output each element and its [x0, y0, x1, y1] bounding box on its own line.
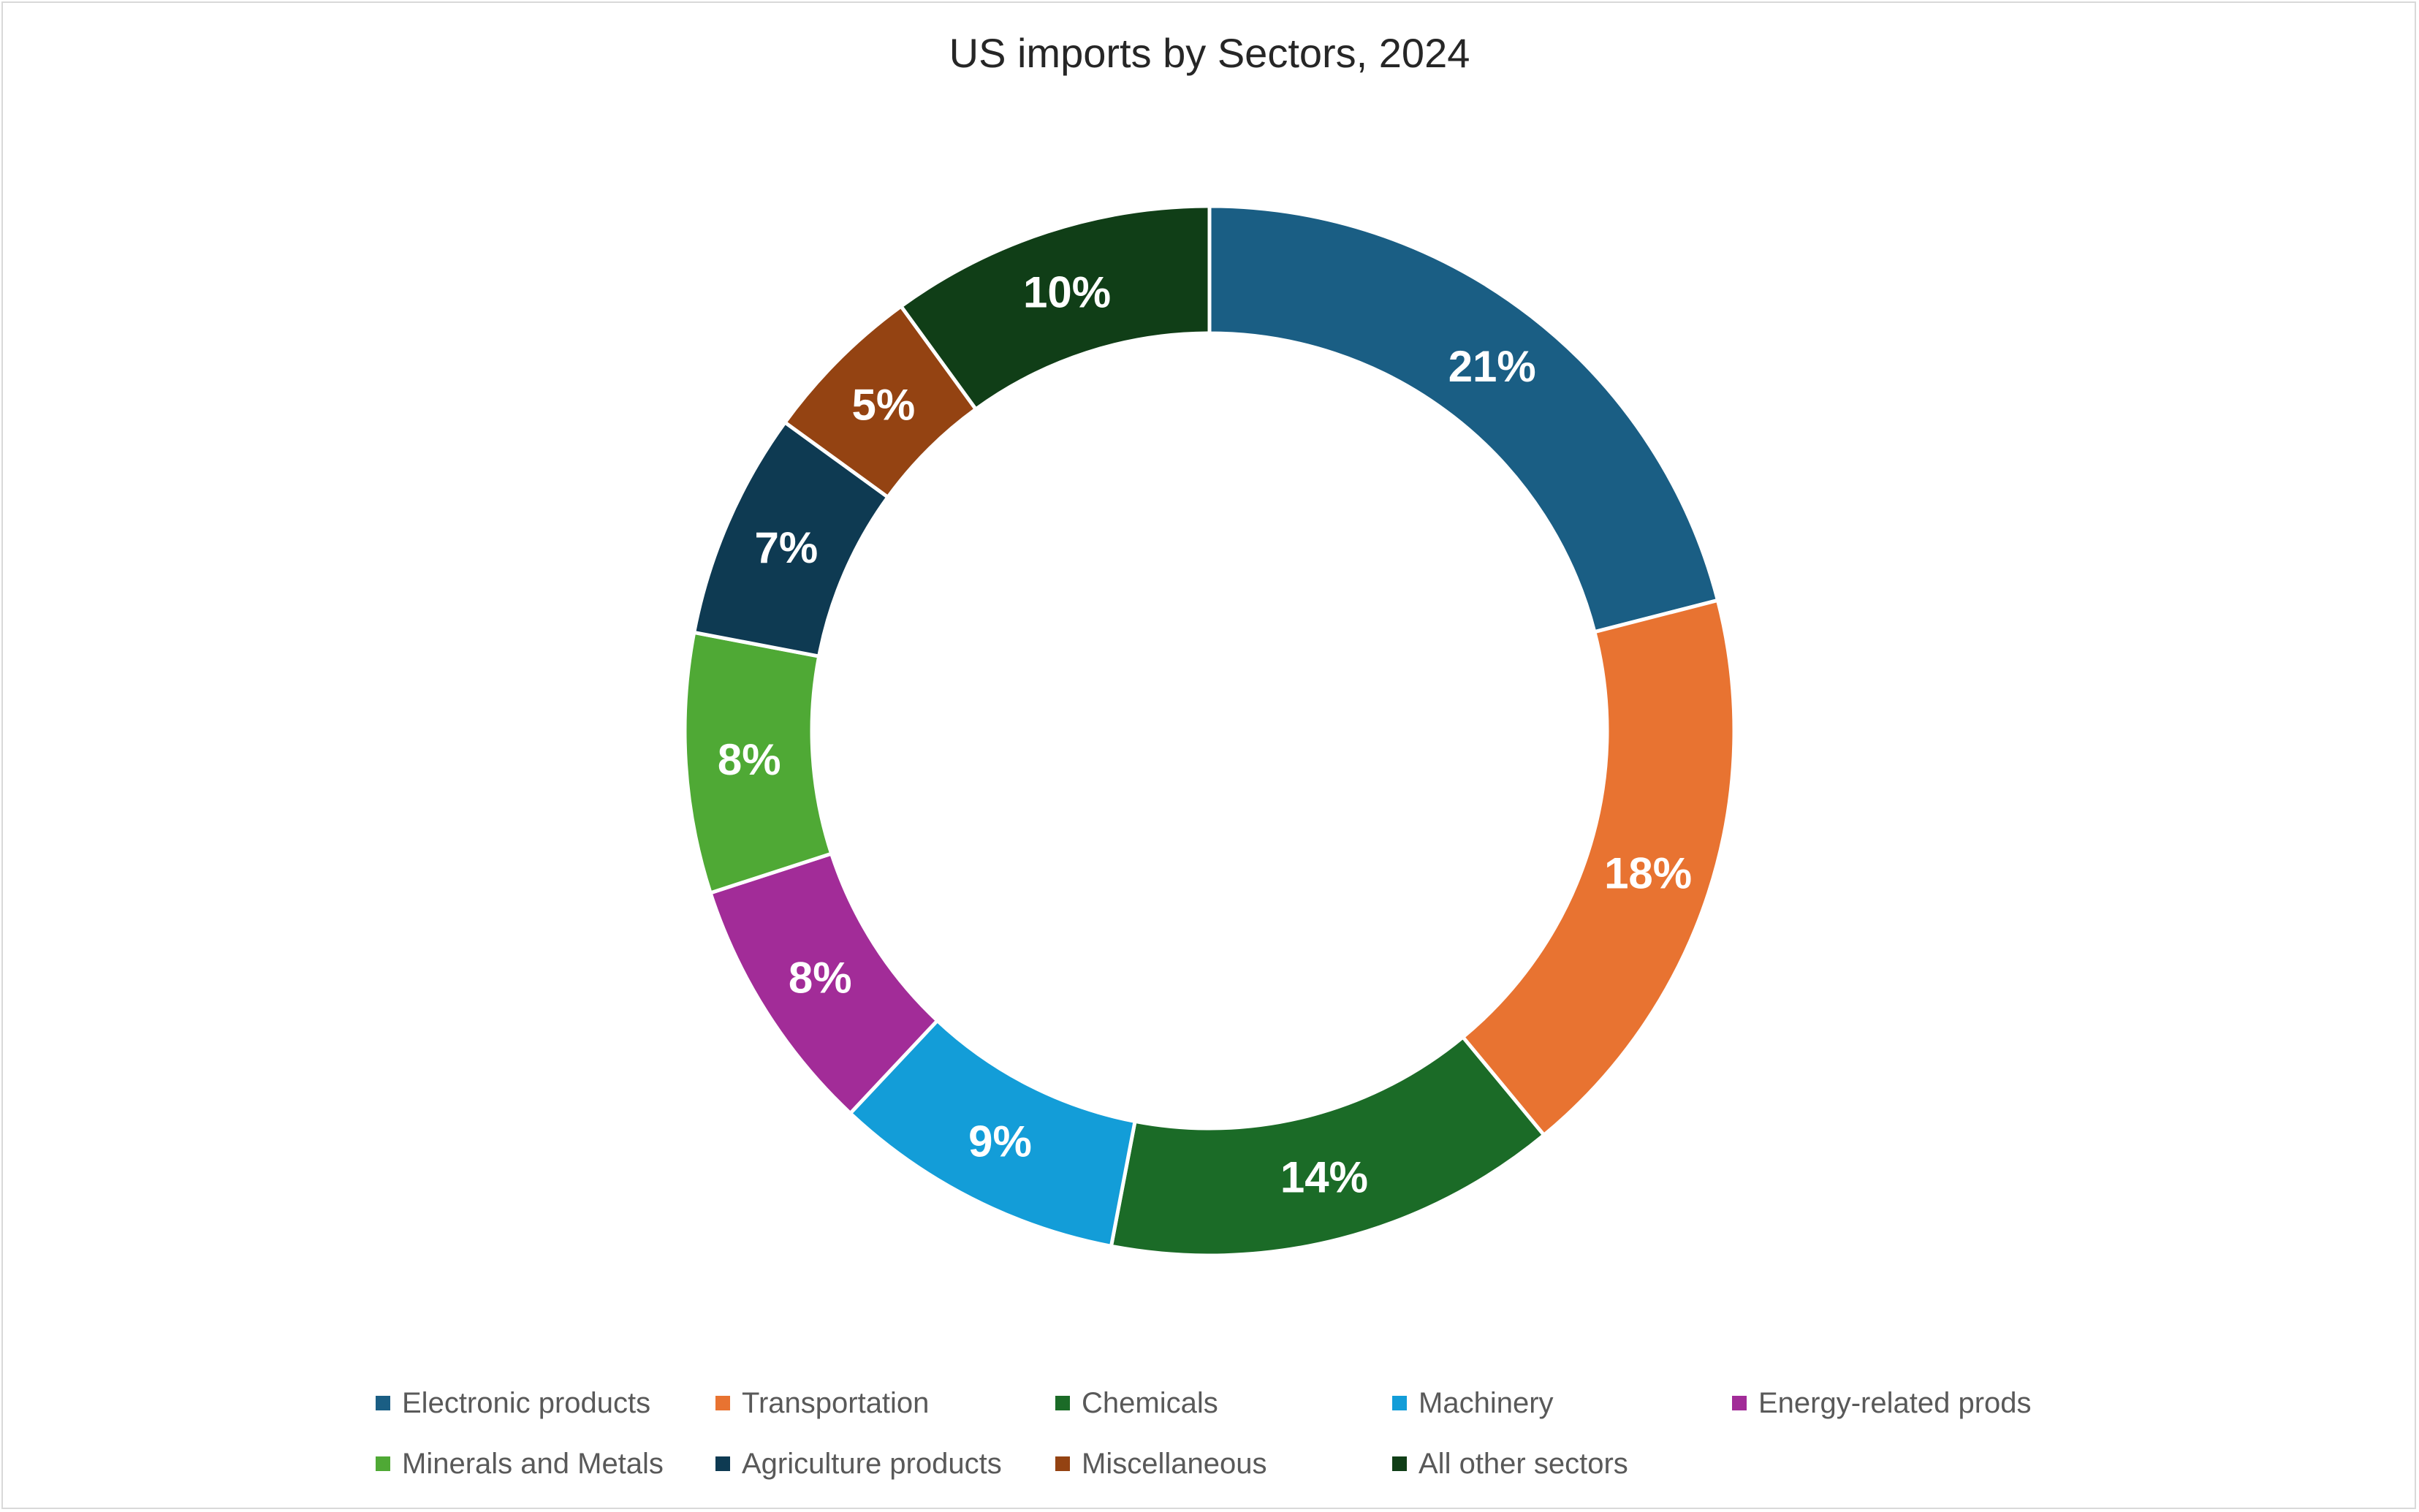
- legend-label: All other sectors: [1419, 1448, 1628, 1480]
- data-label-chemicals: 14%: [1280, 1153, 1368, 1202]
- legend-item-energy-related-prods: Energy-related prods: [1732, 1387, 2032, 1419]
- legend-swatch: [1392, 1456, 1407, 1471]
- legend-swatch: [1392, 1396, 1407, 1410]
- legend-item-electronic-products: Electronic products: [376, 1387, 650, 1419]
- legend-item-machinery: Machinery: [1392, 1387, 1554, 1419]
- slice-transportation: [1461, 598, 1736, 1137]
- legend-swatch: [1732, 1396, 1747, 1410]
- data-label-machinery: 9%: [968, 1117, 1032, 1166]
- legend-swatch: [376, 1396, 390, 1410]
- data-label-minerals-and-metals: 8%: [718, 735, 781, 784]
- legend-swatch: [1055, 1396, 1070, 1410]
- legend-label: Energy-related prods: [1758, 1387, 2032, 1419]
- legend-label: Machinery: [1419, 1387, 1554, 1419]
- legend: Electronic products Transportation Chemica…: [376, 1387, 2032, 1480]
- legend-swatch: [715, 1456, 730, 1471]
- slice-chemicals: [1109, 1035, 1546, 1258]
- data-label-transportation: 18%: [1604, 848, 1692, 897]
- legend-swatch: [376, 1456, 390, 1471]
- legend-label: Transportation: [742, 1387, 929, 1419]
- legend-item-agriculture-products: Agriculture products: [715, 1448, 1002, 1480]
- chart-title: US imports by Sectors, 2024: [949, 30, 1470, 76]
- legend-item-minerals-and-metals: Minerals and Metals: [376, 1448, 664, 1480]
- legend-label: Miscellaneous: [1082, 1448, 1267, 1480]
- legend-item-chemicals: Chemicals: [1055, 1387, 1218, 1419]
- legend-item-all-other-sectors: All other sectors: [1392, 1448, 1628, 1480]
- data-label-miscellaneous: 5%: [851, 380, 915, 429]
- slices-group: [683, 204, 1736, 1258]
- slice-electronic-products: [1207, 204, 1720, 634]
- data-label-all-other-sectors: 10%: [1023, 267, 1111, 316]
- legend-label: Chemicals: [1082, 1387, 1218, 1419]
- legend-swatch: [1055, 1456, 1070, 1471]
- legend-item-transportation: Transportation: [715, 1387, 929, 1419]
- data-label-electronic-products: 21%: [1448, 342, 1536, 391]
- data-label-agriculture-products: 7%: [755, 523, 819, 572]
- legend-label: Agriculture products: [742, 1448, 1002, 1480]
- data-label-energy-related-prods: 8%: [789, 954, 852, 1003]
- legend-item-miscellaneous: Miscellaneous: [1055, 1448, 1267, 1480]
- legend-label: Electronic products: [402, 1387, 650, 1419]
- data-labels-group: 21% 18% 14% 9% 8% 8% 7% 5% 10%: [718, 267, 1692, 1201]
- slice-all-other-sectors: [899, 204, 1212, 411]
- legend-label: Minerals and Metals: [402, 1448, 664, 1480]
- legend-swatch: [715, 1396, 730, 1410]
